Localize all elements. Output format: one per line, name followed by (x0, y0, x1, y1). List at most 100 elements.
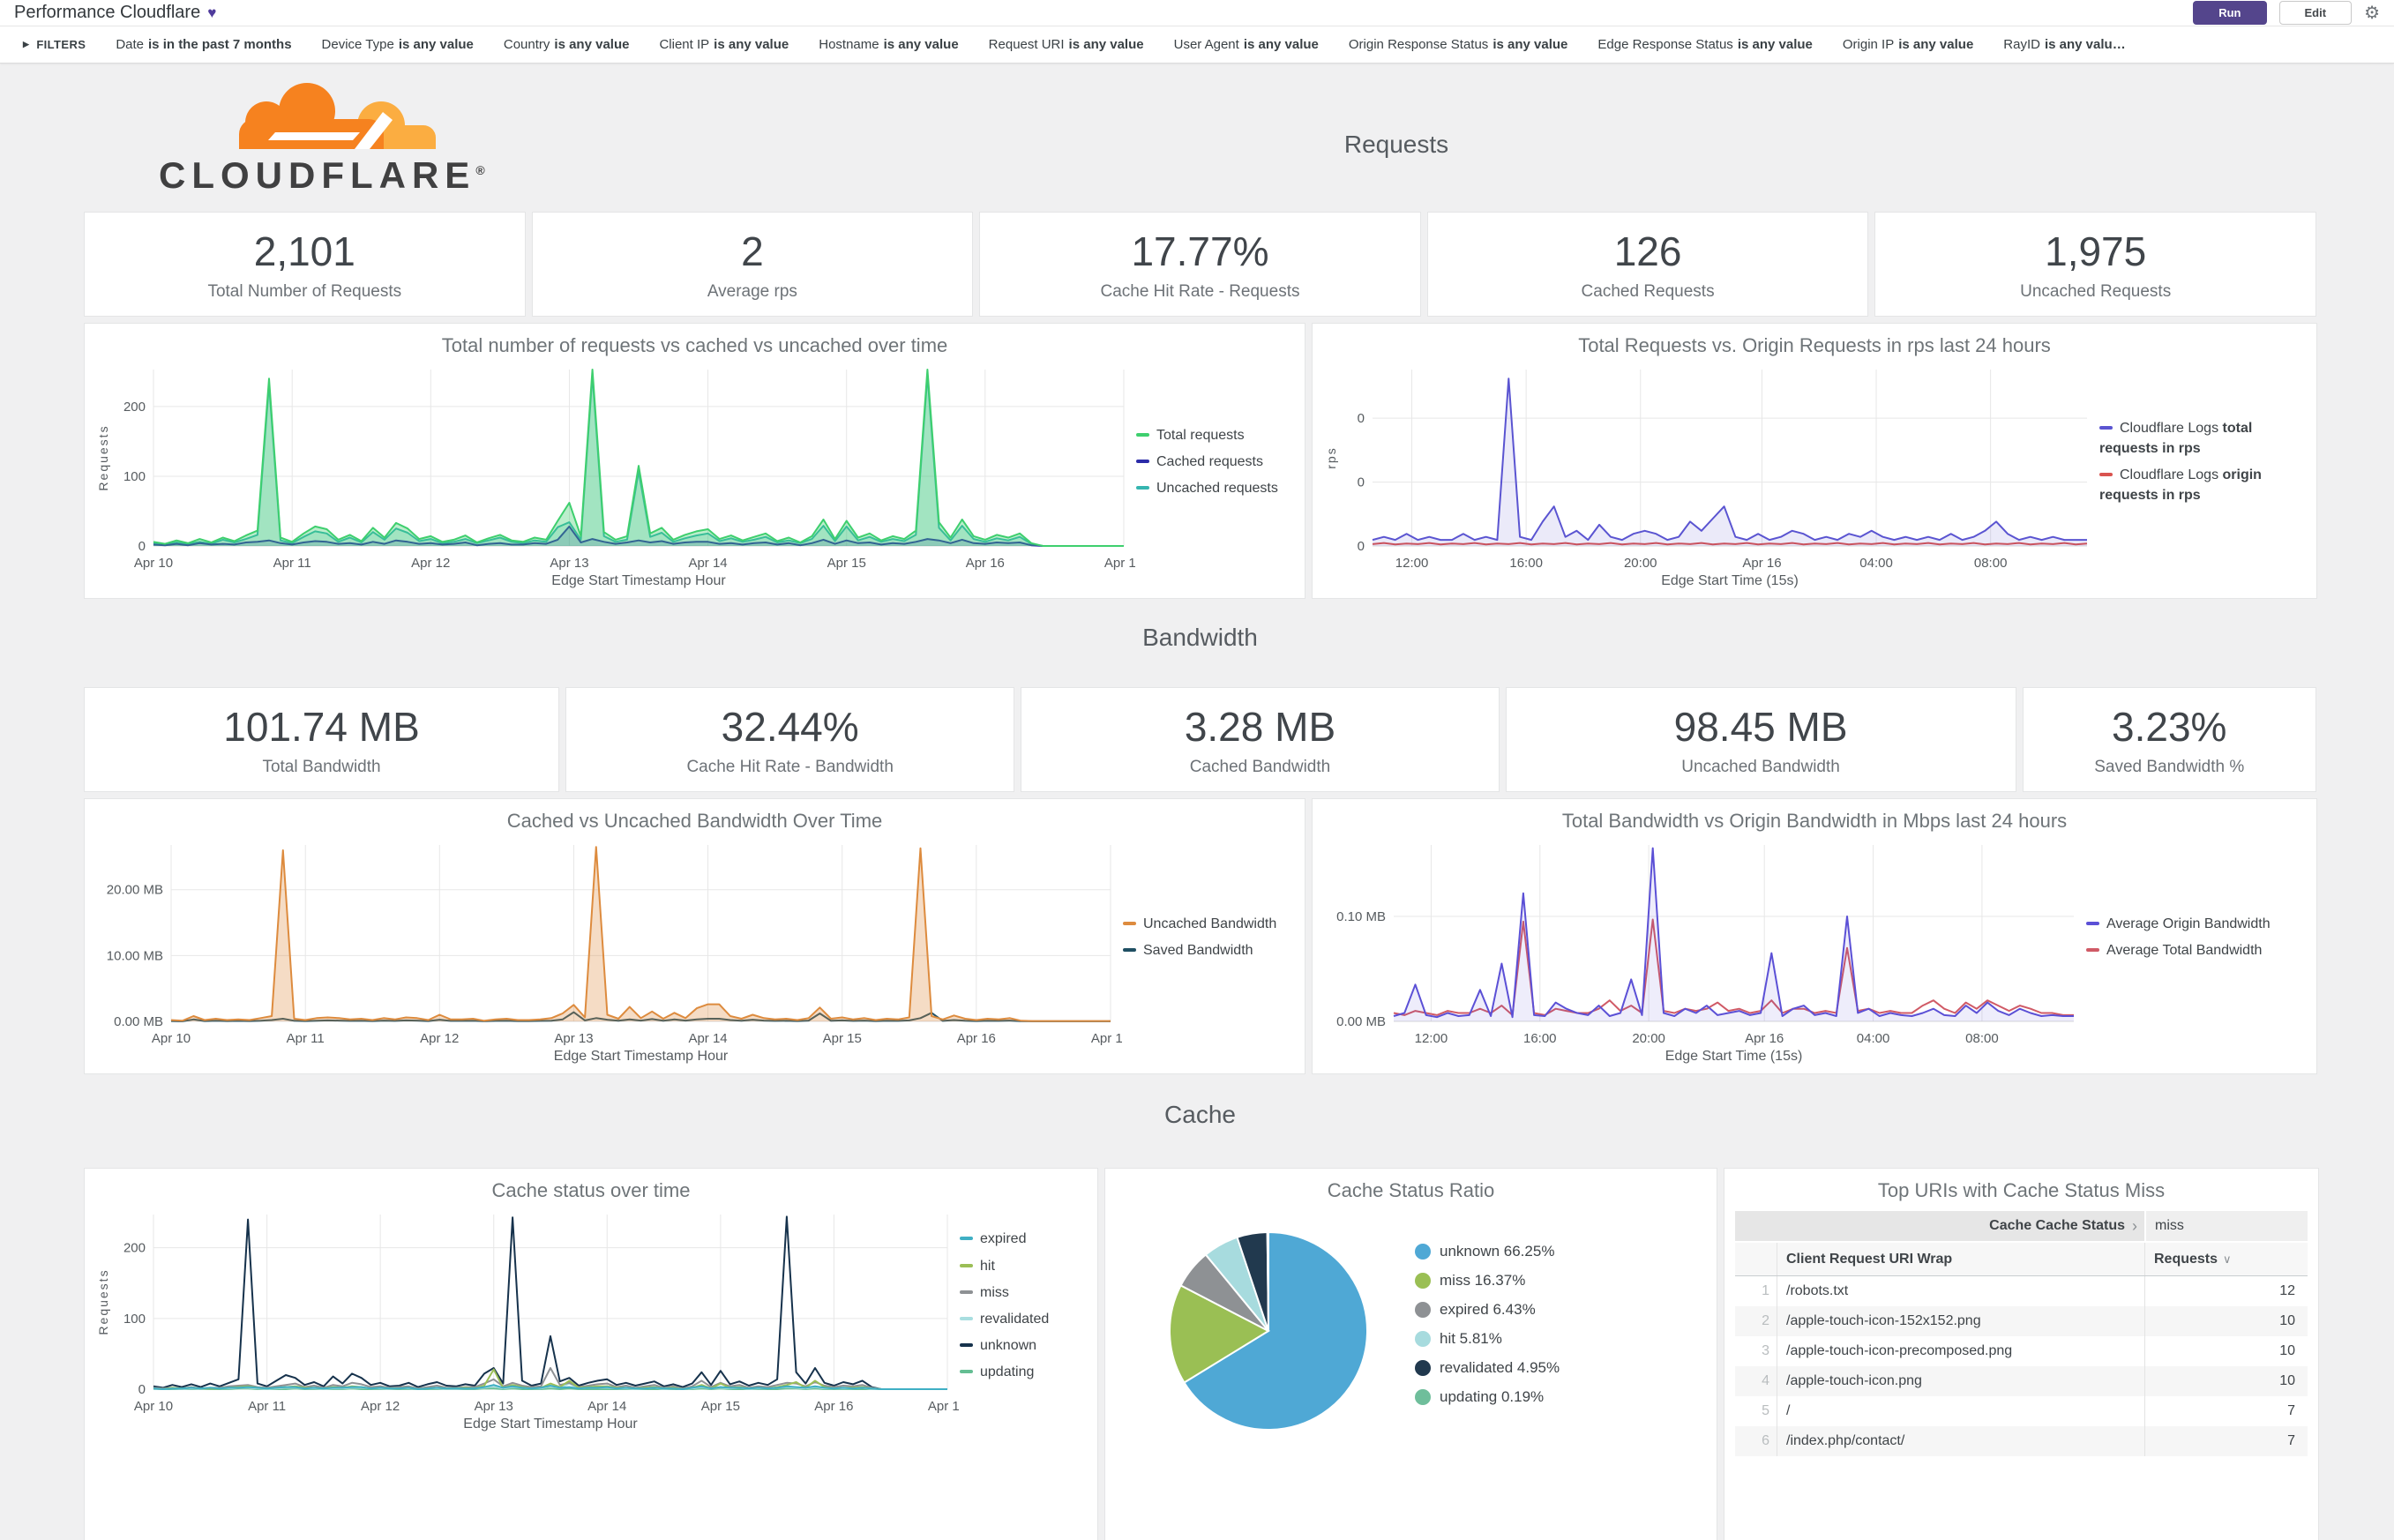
filter-item-request-uri[interactable]: Request URI is any value (989, 37, 1144, 52)
table-row[interactable]: 4/apple-touch-icon.png 10 (1735, 1366, 2308, 1396)
cell-uri: /apple-touch-icon.png (1786, 1373, 1922, 1388)
svg-text:Apr 13: Apr 13 (475, 1399, 513, 1414)
pivot-label-text: Cache Cache Status (1989, 1218, 2125, 1233)
section-title-cache: Cache (1164, 1101, 1236, 1128)
table-row[interactable]: 2/apple-touch-icon-152x152.png 10 (1735, 1306, 2308, 1336)
legend-item[interactable]: Uncached Bandwidth (1123, 914, 1286, 934)
legend-item[interactable]: Saved Bandwidth (1123, 940, 1286, 961)
table-row[interactable]: 6/index.php/contact/7 (1735, 1426, 2308, 1456)
legend-item[interactable]: Cloudflare Logs total requests in rps (2099, 418, 2289, 459)
filter-item-device-type[interactable]: Device Type is any value (322, 37, 474, 52)
kpi-tile[interactable]: 17.77% Cache Hit Rate - Requests (979, 212, 1421, 317)
column-header-uri[interactable]: Client Request URI Wrap (1786, 1251, 1953, 1267)
filter-item-origin-ip[interactable]: Origin IP is any value (1843, 37, 1973, 52)
kpi-tile[interactable]: 3.23% Saved Bandwidth % (2022, 687, 2317, 792)
filter-condition: is any value (398, 37, 474, 52)
filter-field-name: RayID (2003, 37, 2040, 52)
kpi-tile[interactable]: 32.44% Cache Hit Rate - Bandwidth (565, 687, 1015, 792)
svg-text:Apr 10: Apr 10 (152, 1031, 191, 1046)
run-button[interactable]: Run (2193, 1, 2267, 25)
svg-text:0: 0 (138, 1382, 146, 1397)
legend-item[interactable]: Cloudflare Logs origin requests in rps (2099, 465, 2289, 505)
svg-text:20.00 MB: 20.00 MB (107, 883, 163, 898)
cell-uri: /apple-touch-icon-152x152.png (1786, 1313, 1981, 1328)
legend-item[interactable]: Uncached requests (1136, 478, 1286, 498)
legend-item[interactable]: Cached requests (1136, 452, 1286, 472)
pie-legend-item[interactable]: miss 16.37% (1415, 1272, 1560, 1290)
svg-text:12:00: 12:00 (1415, 1031, 1448, 1046)
column-header-requests[interactable]: Requests ∨ (2144, 1243, 2308, 1275)
legend-item[interactable]: miss (960, 1282, 1074, 1303)
svg-text:200: 200 (123, 1241, 146, 1256)
plot-area[interactable]: Apr 10 Apr 11 Apr 12 Apr 13 Apr 14 Apr 15 Apr … (95, 1204, 967, 1438)
chart-title: Cache status over time (491, 1179, 691, 1201)
legend-item[interactable]: Average Origin Bandwidth (2086, 914, 2276, 934)
cell-uri: /index.php/contact/ (1786, 1433, 1905, 1448)
plot-area[interactable]: 12:00 16:00 20:00 Apr 16 04:00 08:00 0 0 0 Edge S… (1323, 359, 2099, 594)
pie-legend-item[interactable]: unknown 66.25% (1415, 1243, 1560, 1260)
settings-gear-icon[interactable]: ⚙ (2364, 3, 2380, 23)
filter-item-country[interactable]: Country is any value (504, 37, 630, 52)
edit-button[interactable]: Edit (2278, 1, 2353, 25)
filter-item-client-ip[interactable]: Client IP is any value (659, 37, 789, 52)
kpi-value: 2,101 (253, 228, 355, 274)
chart-title: Cached vs Uncached Bandwidth Over Time (506, 810, 883, 832)
filter-item-date[interactable]: Date is in the past 7 months (116, 37, 291, 52)
plot-area[interactable]: Apr 10 Apr 11 Apr 12 Apr 13 Apr 14 Apr 15 Apr … (95, 834, 1130, 1070)
filter-item-hostname[interactable]: Hostname is any value (819, 37, 958, 52)
legend-item[interactable]: Average Total Bandwidth (2086, 940, 2276, 961)
legend-item[interactable]: expired (960, 1229, 1074, 1249)
kpi-tile[interactable]: 126 Cached Requests (1426, 212, 1869, 317)
svg-text:200: 200 (123, 400, 146, 415)
pie-chart[interactable] (1164, 1227, 1373, 1439)
sort-descending-icon: ∨ (2223, 1252, 2232, 1266)
svg-text:Apr 11: Apr 11 (273, 556, 311, 571)
cell-uri: / (1786, 1403, 1791, 1418)
kpi-tile[interactable]: 98.45 MB Uncached Bandwidth (1505, 687, 2016, 792)
svg-text:08:00: 08:00 (1974, 556, 2008, 571)
row-number: 2 (1735, 1306, 1777, 1336)
table-row[interactable]: 1/robots.txt 12 (1735, 1276, 2308, 1306)
legend-item[interactable]: hit (960, 1256, 1074, 1276)
legend-item[interactable]: unknown (960, 1335, 1074, 1356)
filter-item-origin-response-status[interactable]: Origin Response Status is any value (1349, 37, 1567, 52)
svg-text:Apr 14: Apr 14 (688, 556, 727, 571)
legend-item[interactable]: revalidated (960, 1309, 1074, 1329)
kpi-tile[interactable]: 2 Average rps (531, 212, 974, 317)
kpi-label: Uncached Bandwidth (1681, 757, 1840, 776)
table-tile-top-uris: Top URIs with Cache Status Miss Cache Ca… (1724, 1168, 2319, 1540)
filter-field-name: Origin IP (1842, 37, 1895, 52)
table-row[interactable]: 5 / 7 (1735, 1396, 2308, 1426)
filter-item-user-agent[interactable]: User Agent is any value (1174, 37, 1319, 52)
filter-item-edge-response-status[interactable]: Edge Response Status is any value (1597, 37, 1813, 52)
filter-condition: is any value (554, 37, 630, 52)
kpi-tile[interactable]: 1,975 Uncached Requests (1874, 212, 2316, 317)
svg-text:Edge Start Time (15s): Edge Start Time (15s) (1661, 573, 1799, 588)
legend-item[interactable]: Total requests (1136, 425, 1286, 445)
pivot-field-label[interactable]: Cache Cache Status › (1735, 1211, 2144, 1241)
filter-field-name: Edge Response Status (1597, 37, 1733, 52)
chart-tile-bandwidth-over-time: Cached vs Uncached Bandwidth Over Time A… (84, 798, 1305, 1074)
filters-toggle[interactable]: ▶ FILTERS (23, 38, 86, 51)
plot-area[interactable]: 12:00 16:00 20:00 Apr 16 04:00 08:00 0.00 MB 0.… (1323, 834, 2086, 1070)
pie-legend-item[interactable]: expired 6.43% (1415, 1301, 1560, 1319)
pie-legend-item[interactable]: revalidated 4.95% (1415, 1359, 1560, 1377)
filter-bar: ▶ FILTERS Date is in the past 7 months Dev… (0, 26, 2394, 64)
filter-item-rayid[interactable]: RayID is any valu… (2003, 37, 2125, 52)
kpi-tile[interactable]: 2,101 Total Number of Requests (84, 212, 526, 317)
svg-text:Apr 11: Apr 11 (248, 1399, 286, 1414)
legend-label: updating (980, 1364, 1035, 1380)
svg-text:Apr 17: Apr 17 (1091, 1031, 1123, 1046)
pie-legend-item[interactable]: updating 0.19% (1415, 1388, 1560, 1406)
legend-label: unknown (980, 1338, 1037, 1354)
kpi-label: Average rps (707, 281, 797, 301)
favorite-heart-icon[interactable]: ♥ (207, 4, 217, 21)
kpi-value: 101.74 MB (223, 703, 420, 750)
kpi-tile[interactable]: 3.28 MB Cached Bandwidth (1021, 687, 1500, 792)
pie-legend-item[interactable]: hit 5.81% (1415, 1330, 1560, 1348)
table-row[interactable]: 3/apple-touch-icon-precomposed.png 10 (1735, 1336, 2308, 1366)
kpi-tile[interactable]: 101.74 MB Total Bandwidth (84, 687, 560, 792)
legend-item[interactable]: updating (960, 1362, 1074, 1382)
svg-text:16:00: 16:00 (1509, 556, 1543, 571)
plot-area[interactable]: Apr 10 Apr 11 Apr 12 Apr 13 Apr 14 Apr 15 Apr … (95, 359, 1143, 594)
